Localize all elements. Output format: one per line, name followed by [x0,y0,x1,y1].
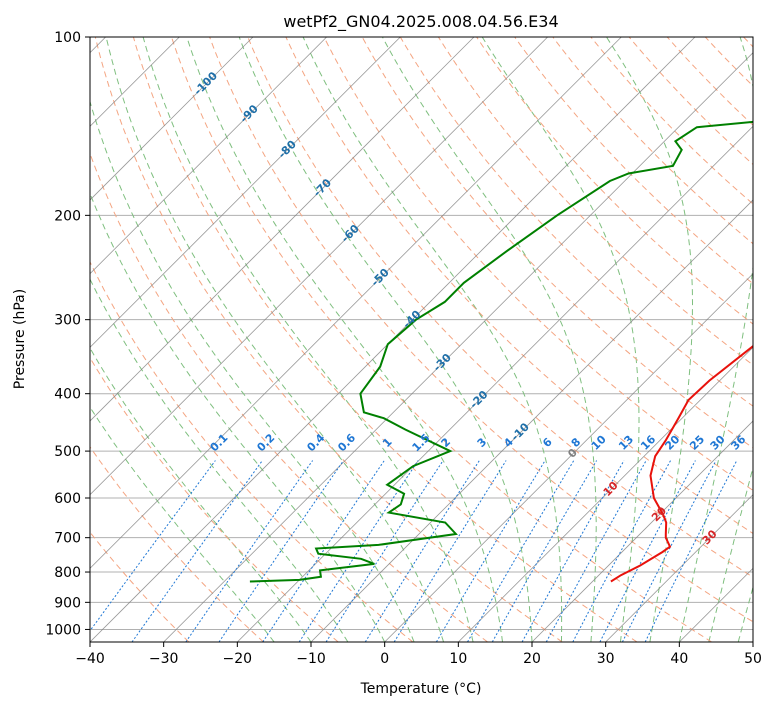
y-tick-label: 400 [54,387,81,403]
mixing-ratio-line [521,460,625,642]
dry-adiabat [323,37,753,491]
dry-adiabat [94,37,563,642]
x-tick-label: 0 [380,651,389,667]
y-tick-label: 600 [54,491,81,507]
y-tick-label: 1000 [45,622,81,638]
isotherm [90,37,622,569]
isotherm [90,37,254,201]
mixing-ratio-line [90,460,216,632]
mixing-ratio-line [262,460,385,642]
y-tick-label: 900 [54,595,81,611]
moist-adiabat [481,37,640,642]
moist-adiabat [708,465,753,642]
moist-adiabat [142,37,474,642]
x-axis-label: Temperature (°C) [360,681,482,697]
mixing-ratio-line [218,460,344,642]
dry-adiabat [399,37,753,407]
moist-adiabat [606,37,693,642]
moist-adiabat [90,99,415,642]
y-tick-label: 200 [54,208,81,224]
isotherm [90,37,548,496]
x-axis: −40 −30 −20 −10 0 10 20 30 40 50 [75,642,762,667]
moist-adiabat [238,37,533,642]
mixing-ratio-line [599,460,696,642]
dry-adiabat [514,37,753,285]
x-tick-label: 50 [744,651,762,667]
moist-adiabat [737,585,753,642]
dewpoint-profile [249,120,753,583]
dry-adiabat [209,37,753,623]
moist-adiabat [105,37,445,642]
moist-adiabat [90,278,349,642]
dry-adiabat [247,37,753,578]
isotherm [531,420,753,642]
mixing-ratio-line [621,460,717,642]
isotherm [90,37,475,422]
isotherm [237,125,753,642]
moist-adiabat [90,406,275,642]
moist-adiabat-label: 40 [749,552,769,572]
x-tick-label: −30 [149,651,179,667]
dry-adiabat [90,260,414,642]
temperature-profile [610,344,753,583]
mixing-ratio-line [393,460,507,642]
moist-adiabat [90,192,386,642]
y-tick-label: 300 [54,313,81,329]
isotherm [458,346,753,642]
isotherm [90,37,327,275]
moist-adiabat [186,37,503,642]
x-tick-label: 30 [597,651,615,667]
dry-adiabat [132,37,638,642]
mixing-ratio-line [545,460,647,642]
moist-adiabats [90,37,753,642]
mixing-ratio-line [491,460,598,642]
mixing-ratio-line [644,460,738,642]
x-tick-label: −10 [296,651,326,667]
y-tick-label: 800 [54,565,81,581]
x-tick-label: 20 [523,651,541,667]
y-tick-label: 100 [54,30,81,46]
mixing-ratio-line [131,460,263,642]
profile-series [249,120,753,583]
y-axis: 100 200 300 400 500 600 700 800 900 1000 [45,30,90,638]
x-tick-label: 40 [670,651,688,667]
y-tick-label: 700 [54,531,81,547]
plot-frame [89,36,754,643]
mixing-ratio-line [435,460,546,642]
isotherm [163,52,753,642]
dry-adiabat [476,37,753,325]
y-axis-label: Pressure (hPa) [12,289,28,389]
isotherm [90,37,401,348]
isotherm [384,273,753,642]
chart-title: wetPf2_GN04.2025.008.04.56.E34 [283,12,558,32]
dry-adiabat [628,37,753,166]
mixing-ratio-line [467,460,575,642]
isotherm [605,494,753,642]
x-tick-label: −40 [75,651,105,667]
y-tick-label: 500 [54,444,81,460]
moist-adiabat [302,37,563,642]
moist-adiabat [381,37,597,642]
moist-adiabat [678,37,753,642]
x-tick-label: −20 [223,651,253,667]
dry-adiabat [90,446,264,642]
mixing-ratio-line [185,460,314,642]
x-tick-label: 10 [449,651,467,667]
